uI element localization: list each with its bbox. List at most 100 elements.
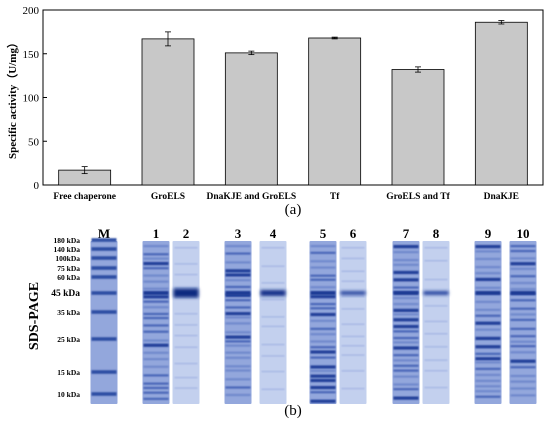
protein-band [143, 365, 169, 368]
marker-kda-label: 100kDa [55, 254, 80, 263]
protein-band [310, 385, 336, 390]
target-band [310, 291, 336, 295]
lane-label-1: 1 [153, 226, 160, 241]
protein-band [393, 388, 419, 391]
protein-band [510, 281, 536, 285]
protein-band [393, 330, 419, 333]
protein-band [393, 383, 419, 386]
protein-band [475, 361, 501, 364]
protein-band [310, 307, 336, 310]
gel-lane-10 [509, 241, 537, 404]
protein-band [475, 266, 501, 269]
error-bar [248, 50, 255, 56]
protein-band [143, 397, 169, 400]
protein-band [475, 286, 501, 289]
y-axis-label: Specific activity（U/mg） [6, 37, 19, 159]
lane-label-7: 7 [403, 226, 410, 241]
protein-band [310, 378, 336, 383]
marker-band [91, 370, 117, 374]
marker-band [91, 256, 117, 260]
protein-band [143, 306, 169, 309]
purified-band-45kda [340, 291, 366, 295]
protein-band [393, 270, 419, 275]
marker-band [91, 247, 117, 251]
protein-band [310, 327, 336, 330]
protein-band [510, 257, 536, 260]
protein-band [510, 307, 536, 310]
marker-band [91, 266, 117, 270]
protein-band [143, 245, 169, 248]
panel-a-label: (a) [285, 202, 302, 218]
protein-band [225, 351, 251, 354]
protein-band [393, 318, 419, 322]
protein-band [143, 339, 169, 342]
x-tick-label: DnaKJE and GroELS [207, 192, 297, 202]
protein-band [310, 245, 336, 248]
y-tick-label: 100 [23, 93, 40, 105]
protein-band [393, 286, 419, 289]
protein-band [143, 330, 169, 333]
x-tick-label: GroELS and Tf [386, 192, 450, 202]
bar-dnakje-and-groels [224, 52, 278, 186]
protein-band [143, 287, 169, 290]
protein-band [310, 278, 336, 281]
protein-band [510, 387, 536, 390]
protein-band [310, 295, 336, 299]
bar-groels [141, 38, 195, 186]
protein-band [510, 351, 536, 354]
protein-band [143, 295, 169, 299]
protein-band [393, 313, 419, 316]
protein-band [225, 386, 251, 389]
protein-band [475, 373, 501, 377]
protein-band [475, 390, 501, 393]
protein-band [510, 249, 536, 253]
purified-band-45kda [260, 290, 286, 296]
protein-band [510, 262, 536, 266]
gel-lane-6 [339, 241, 367, 404]
target-band [143, 291, 169, 295]
protein-band [510, 380, 536, 383]
bar-groels-and-tf [391, 69, 445, 186]
protein-band [393, 251, 419, 254]
lane-label-5: 5 [320, 226, 327, 241]
protein-band [475, 308, 501, 311]
marker-band [91, 337, 117, 341]
marker-band [91, 275, 117, 279]
marker-kda-label: 15 kDa [57, 368, 80, 377]
protein-band [510, 340, 536, 343]
protein-band [475, 257, 501, 261]
protein-band [393, 396, 419, 400]
bar-dnakje [474, 21, 528, 186]
lane-label-8: 8 [433, 226, 440, 241]
lane-label-6: 6 [350, 226, 357, 241]
marker-band [91, 310, 117, 314]
protein-band [310, 286, 336, 289]
protein-band [143, 274, 169, 277]
protein-band [475, 277, 501, 282]
protein-band [310, 365, 336, 369]
protein-band [475, 367, 501, 370]
error-bar [498, 20, 505, 25]
x-tick-label: GroELS [151, 192, 185, 202]
gel-lane-1 [142, 241, 170, 404]
protein-band [510, 267, 536, 270]
protein-band [475, 385, 501, 388]
protein-band [143, 253, 169, 256]
bar-chart-panel: 0 50 100 150 200 Free chaperone GroELS DnaKJE … [6, 5, 544, 218]
protein-band [225, 335, 251, 339]
protein-band [310, 356, 336, 359]
lane-label-3: 3 [235, 226, 242, 241]
gel-y-label: SDS-PAGE [27, 282, 42, 350]
protein-band [475, 272, 501, 275]
protein-band [475, 250, 501, 253]
protein-band [393, 354, 419, 357]
x-tick-label: Free chaperone [53, 192, 116, 202]
protein-band [143, 300, 169, 303]
protein-band [310, 251, 336, 254]
protein-band [310, 374, 336, 378]
protein-band [310, 346, 336, 349]
protein-band [225, 293, 251, 298]
protein-band [475, 357, 501, 361]
